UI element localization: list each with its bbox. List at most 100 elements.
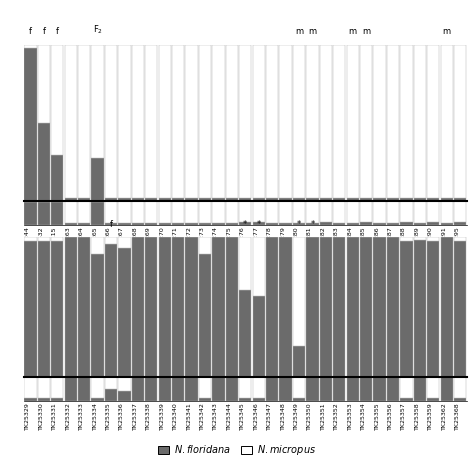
Bar xyxy=(440,223,453,225)
Bar xyxy=(64,201,77,223)
Bar xyxy=(145,223,157,225)
Text: m: m xyxy=(295,27,303,36)
Bar xyxy=(360,198,373,201)
Bar xyxy=(454,377,466,398)
Bar xyxy=(226,223,238,225)
Bar xyxy=(158,198,171,201)
Bar xyxy=(346,45,359,198)
Bar xyxy=(374,237,386,377)
Bar xyxy=(266,201,278,223)
Bar xyxy=(239,222,252,225)
Bar xyxy=(172,201,184,223)
Bar xyxy=(454,45,466,198)
Bar xyxy=(306,223,319,225)
Bar xyxy=(387,377,399,401)
Bar xyxy=(105,45,117,198)
Bar xyxy=(293,398,305,401)
Bar xyxy=(51,202,64,225)
Bar xyxy=(374,45,386,198)
Bar xyxy=(400,398,413,401)
Bar xyxy=(78,377,91,401)
Bar xyxy=(279,377,292,401)
Bar xyxy=(24,202,36,225)
Bar xyxy=(319,222,332,225)
Bar xyxy=(91,202,104,225)
Bar xyxy=(360,377,373,401)
Bar xyxy=(37,377,50,398)
Bar xyxy=(266,45,278,198)
Bar xyxy=(105,198,117,201)
Bar xyxy=(319,377,332,401)
Bar xyxy=(400,377,413,398)
Bar xyxy=(145,45,157,198)
Bar xyxy=(158,201,171,223)
Bar xyxy=(78,45,91,198)
Bar xyxy=(319,201,332,222)
Bar xyxy=(293,237,305,346)
Bar xyxy=(440,198,453,201)
Bar xyxy=(346,237,359,377)
Text: *: * xyxy=(297,219,301,228)
Bar xyxy=(132,45,144,198)
Bar xyxy=(319,198,332,201)
Bar xyxy=(212,237,225,377)
Bar xyxy=(185,45,198,198)
Bar xyxy=(253,201,265,222)
Bar xyxy=(37,237,50,241)
Bar xyxy=(64,237,77,377)
Bar xyxy=(118,237,131,248)
Bar xyxy=(454,398,466,401)
Text: m: m xyxy=(443,27,451,36)
Bar xyxy=(266,198,278,201)
Bar xyxy=(132,237,144,377)
Bar xyxy=(105,201,117,223)
Bar xyxy=(253,198,265,201)
Bar xyxy=(414,237,426,240)
Text: m: m xyxy=(309,27,317,36)
Bar xyxy=(51,155,64,201)
Bar xyxy=(387,237,399,377)
Bar xyxy=(185,377,198,401)
Bar xyxy=(414,198,426,201)
Bar xyxy=(427,198,439,201)
Bar xyxy=(132,377,144,401)
Bar xyxy=(118,391,131,401)
Bar xyxy=(253,398,265,401)
Bar xyxy=(51,45,64,155)
Text: m: m xyxy=(349,27,357,36)
Bar xyxy=(78,237,91,377)
Bar xyxy=(78,223,91,225)
Text: f: f xyxy=(29,27,32,36)
Bar xyxy=(91,201,104,202)
Bar xyxy=(306,45,319,198)
Bar xyxy=(24,241,36,377)
Bar xyxy=(91,398,104,401)
Bar xyxy=(427,237,439,241)
Bar xyxy=(118,223,131,225)
Bar xyxy=(279,237,292,377)
Bar xyxy=(172,377,184,401)
Bar xyxy=(333,45,346,198)
Bar xyxy=(199,198,211,201)
Bar xyxy=(158,223,171,225)
Bar xyxy=(266,377,278,401)
Bar xyxy=(37,398,50,401)
Bar xyxy=(37,45,50,123)
Bar xyxy=(199,45,211,198)
Bar xyxy=(118,377,131,391)
Bar xyxy=(293,223,305,225)
Text: f: f xyxy=(109,219,112,228)
Bar xyxy=(414,377,426,401)
Bar xyxy=(239,237,252,290)
Bar xyxy=(158,237,171,377)
Bar xyxy=(64,198,77,201)
Bar xyxy=(293,45,305,198)
Bar xyxy=(64,45,77,198)
Bar xyxy=(172,237,184,377)
Bar xyxy=(279,201,292,223)
Bar xyxy=(414,240,426,377)
Bar xyxy=(91,45,104,158)
Bar xyxy=(226,377,238,401)
Bar xyxy=(199,223,211,225)
Bar xyxy=(212,201,225,223)
